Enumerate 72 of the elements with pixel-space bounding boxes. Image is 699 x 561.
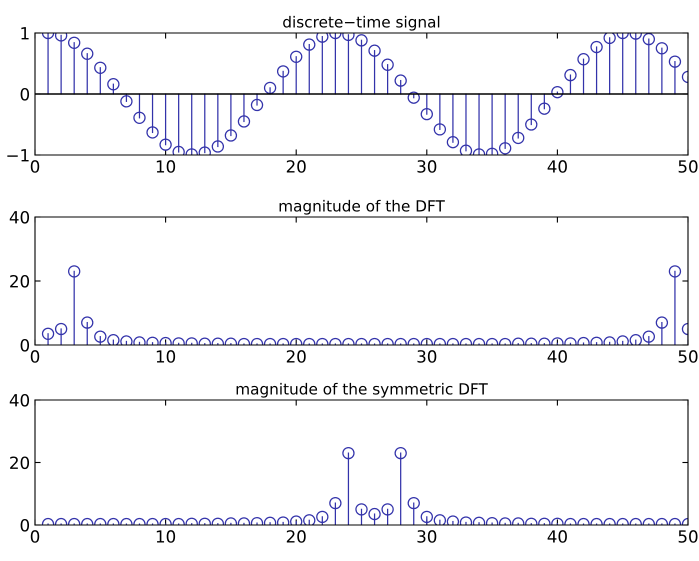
point (668, 265, 682, 278)
point (146, 126, 159, 139)
point (68, 265, 80, 278)
point (394, 446, 407, 460)
point (512, 132, 524, 144)
point (538, 102, 551, 115)
x-tick-label: 50 (678, 530, 698, 543)
y-tick-label: −1 (7, 149, 29, 162)
x-tick-label: 50 (678, 350, 698, 363)
x-tick-label: 10 (156, 350, 176, 363)
x-tick-label: 10 (156, 530, 176, 543)
chart-title: magnitude of the symmetric DFT (236, 382, 488, 398)
y-tick-label: 0 (20, 518, 30, 532)
x-tick-label: 0 (30, 350, 40, 363)
x-tick-label: 40 (548, 530, 567, 543)
point (107, 78, 120, 90)
x-tick-label: 30 (417, 160, 436, 173)
y-tick-label: 40 (10, 210, 30, 224)
x-tick-label: 40 (548, 350, 567, 363)
point (668, 55, 682, 68)
point (368, 44, 381, 57)
y-tick-label: 0 (20, 88, 30, 101)
y-tick-label: 40 (10, 394, 30, 407)
point (68, 36, 80, 49)
point (94, 62, 106, 74)
point (460, 144, 472, 155)
point (81, 48, 94, 60)
point (133, 112, 146, 124)
point (498, 142, 512, 154)
x-tick-label: 20 (286, 530, 306, 543)
x-tick-label: 0 (30, 530, 40, 543)
point (159, 138, 172, 151)
x-tick-label: 50 (678, 160, 698, 173)
point (120, 95, 133, 108)
point (381, 58, 394, 71)
point (564, 68, 577, 82)
x-tick-label: 30 (417, 350, 436, 363)
y-tick-label: 20 (10, 456, 30, 470)
x-tick-label: 40 (548, 160, 567, 173)
point (551, 86, 564, 98)
chart-title: discrete−time signal (283, 16, 440, 31)
x-tick-label: 20 (286, 350, 306, 363)
point (394, 74, 407, 87)
point (276, 65, 290, 78)
point (577, 53, 590, 66)
x-tick-label: 20 (286, 160, 306, 173)
point (264, 82, 276, 94)
point (224, 129, 238, 142)
point (590, 40, 603, 54)
point (603, 33, 616, 44)
y-tick-label: 1 (21, 27, 29, 40)
y-tick-label: 0 (20, 338, 30, 352)
point (446, 136, 460, 148)
x-tick-label: 0 (30, 160, 40, 173)
chart-title: magnitude of the DFT (280, 200, 445, 215)
point (212, 140, 224, 153)
point (303, 38, 316, 51)
point (434, 123, 446, 136)
point (250, 98, 264, 112)
point (355, 34, 368, 46)
point (408, 91, 420, 104)
point (642, 33, 655, 46)
point (290, 50, 302, 63)
y-tick-label: 20 (10, 274, 30, 288)
point (525, 118, 538, 131)
x-tick-label: 30 (417, 530, 436, 543)
point (420, 108, 433, 120)
point (342, 446, 355, 460)
x-tick-label: 10 (156, 160, 176, 173)
point (656, 42, 668, 54)
point (316, 33, 328, 43)
point (238, 115, 250, 128)
